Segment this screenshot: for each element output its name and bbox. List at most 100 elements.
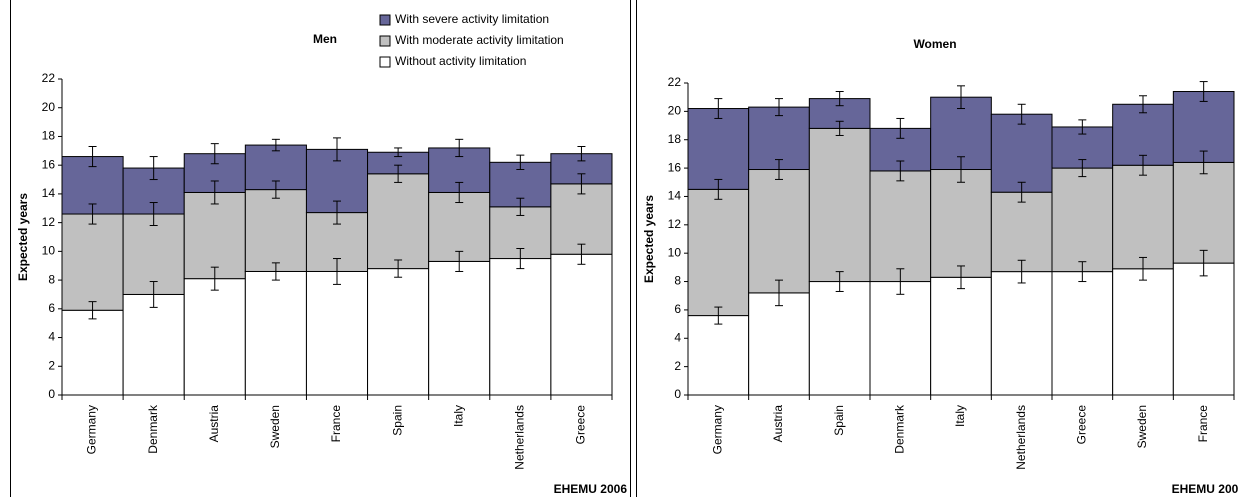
bar-segment <box>808 281 871 396</box>
bar-segment <box>489 258 552 396</box>
error-bar <box>577 243 586 265</box>
x-tick-label: Austria <box>771 405 785 443</box>
bar-segment <box>244 189 307 272</box>
error-bar <box>957 85 965 110</box>
y-tick-label: 14 <box>42 186 56 200</box>
error-bar <box>516 154 525 170</box>
bar-segment <box>990 113 1053 193</box>
legend-swatch <box>379 56 391 68</box>
y-tick-label: 4 <box>674 330 681 344</box>
x-tick-label: Denmark <box>146 404 160 454</box>
error-bar <box>88 301 97 320</box>
x-tick-label: Germany <box>711 405 725 454</box>
bar-segment <box>930 276 992 396</box>
x-tick-label: Italy <box>451 405 465 427</box>
x-tick-label: Sweden <box>1135 405 1149 448</box>
error-bar <box>835 120 844 136</box>
y-tick-label: 10 <box>668 245 682 259</box>
bar-segment <box>748 169 810 294</box>
error-bar <box>1139 154 1147 176</box>
error-bar <box>1017 259 1026 284</box>
error-bar <box>1017 181 1026 203</box>
error-bar <box>333 258 341 285</box>
error-bar <box>271 138 280 152</box>
error-bar <box>516 247 525 270</box>
error-bar <box>896 117 905 139</box>
bar-segment <box>869 281 932 396</box>
error-bar <box>957 156 965 183</box>
error-bar <box>714 98 723 119</box>
error-bar <box>775 98 783 117</box>
bar-segment <box>183 191 246 280</box>
error-bar <box>149 281 158 308</box>
bar-segment <box>990 191 1053 273</box>
legend-label: With severe activity limitation <box>395 12 549 26</box>
y-tick-label: 6 <box>674 302 681 316</box>
source-note: EHEMU 2006 <box>1172 482 1238 496</box>
bar-segment <box>1112 164 1174 270</box>
error-bar <box>835 91 844 107</box>
bar-segment <box>687 315 750 396</box>
y-tick-label: 18 <box>668 132 682 146</box>
error-bar <box>775 159 783 180</box>
panel-frame <box>636 0 637 497</box>
y-tick-label: 14 <box>668 189 682 203</box>
y-tick-label: 8 <box>674 274 681 288</box>
bar-segment <box>687 188 750 317</box>
error-bar <box>333 200 341 225</box>
error-bar <box>1199 150 1208 175</box>
legend-swatch <box>379 35 391 47</box>
bar-segment <box>244 270 307 396</box>
error-bar <box>1078 261 1087 283</box>
error-bar <box>1199 81 1208 102</box>
error-bar <box>333 137 341 162</box>
y-tick-label: 16 <box>42 157 56 171</box>
error-bar <box>1139 95 1147 114</box>
x-tick-label: Greece <box>574 405 588 445</box>
chart-title: Women <box>913 37 956 51</box>
bar-segment <box>1051 271 1114 396</box>
x-tick-label: Denmark <box>893 404 907 454</box>
error-bar <box>1199 249 1208 277</box>
error-bar <box>577 146 586 162</box>
error-bar <box>88 146 97 168</box>
legend-swatch <box>379 14 391 26</box>
error-bar <box>516 197 525 216</box>
y-tick-label: 18 <box>42 129 56 143</box>
legend-label: With moderate activity limitation <box>395 33 564 47</box>
error-bar <box>271 180 280 199</box>
error-bar <box>394 259 403 278</box>
error-bar <box>1078 119 1087 135</box>
bar-segment <box>367 268 430 396</box>
error-bar <box>957 265 965 290</box>
x-tick-label: Germany <box>85 405 99 454</box>
bar-segment <box>61 309 124 396</box>
bar-segment <box>367 173 430 270</box>
x-tick-label: Sweden <box>268 405 282 448</box>
x-tick-label: Austria <box>207 405 221 443</box>
error-bar <box>88 203 97 225</box>
x-tick-label: France <box>1196 405 1210 443</box>
error-bar <box>1017 103 1026 125</box>
bar-segment <box>550 253 613 396</box>
error-bar <box>271 262 280 281</box>
bar-segment <box>61 213 124 311</box>
error-bar <box>714 178 723 200</box>
error-bar <box>896 160 905 182</box>
bar-segment <box>687 108 750 190</box>
error-bar <box>210 266 219 291</box>
y-tick-label: 10 <box>42 244 56 258</box>
error-bar <box>1078 159 1087 178</box>
y-tick-label: 4 <box>48 330 55 344</box>
y-tick-label: 22 <box>42 71 56 85</box>
bar-segment <box>305 270 369 396</box>
x-tick-label: France <box>329 405 343 443</box>
bar-segment <box>748 292 810 396</box>
error-bar <box>394 147 403 158</box>
x-tick-label: Greece <box>1075 405 1089 445</box>
error-bar <box>714 306 723 325</box>
bar-segment <box>122 293 185 396</box>
x-tick-label: Italy <box>953 405 967 427</box>
error-bar <box>577 173 586 195</box>
